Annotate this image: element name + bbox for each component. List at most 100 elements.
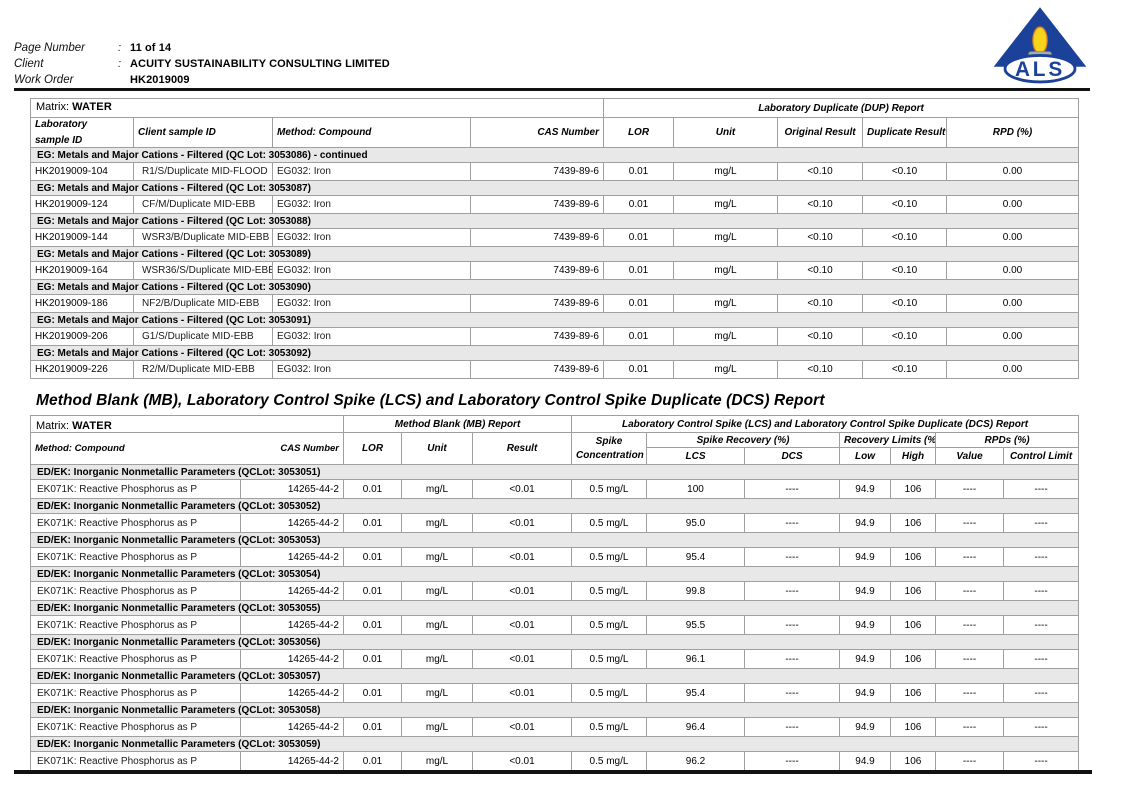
footer-rule: [14, 770, 1092, 774]
dup-data-row: HK2019009-164 WSR36/S/Duplicate MID-EBB …: [30, 261, 1080, 280]
col-group-spike-recovery: Spike Recovery (%): [646, 432, 841, 448]
col-header-lor: LOR: [603, 117, 674, 148]
cell-unit: mg/L: [401, 649, 473, 669]
cell-high: 106: [890, 547, 937, 567]
col-header-control-limit: Control Limit: [1003, 447, 1080, 465]
cell-client-sample-id: CF/M/Duplicate MID-EBB: [133, 195, 273, 214]
dup-data-row: HK2019009-206 G1/S/Duplicate MID-EBB EG0…: [30, 327, 1080, 346]
mb-group-title: ED/EK: Inorganic Nonmetallic Parameters …: [29, 702, 1080, 718]
col-header-spike-concentration: Spike Concentration: [571, 432, 648, 465]
cell-control-limit: ----: [1003, 615, 1080, 635]
cell-spike-concentration: 0.5 mg/L: [571, 683, 648, 703]
cell-lor: 0.01: [343, 615, 402, 635]
cell-method-compound: EG032: Iron: [272, 162, 471, 181]
cell-spike-concentration: 0.5 mg/L: [571, 581, 648, 601]
cell-low: 94.9: [839, 547, 892, 567]
page-number-separator: :: [118, 42, 122, 54]
cell-method-compound: EK071K: Reactive Phosphorus as P: [30, 547, 241, 567]
col-header-method-cas: Method: Compound CAS Number: [30, 432, 344, 465]
mb-data-row: EK071K: Reactive Phosphorus as P 14265-4…: [30, 649, 1080, 669]
cell-unit: mg/L: [401, 717, 473, 737]
cell-rpd: 0.00: [945, 228, 1080, 247]
header-rule: [14, 88, 1090, 91]
cell-method-compound: EK071K: Reactive Phosphorus as P: [30, 683, 241, 703]
cell-unit: mg/L: [673, 162, 778, 181]
cell-cas-number: 7439-89-6: [470, 294, 604, 313]
dup-header-spacer: [30, 98, 604, 118]
cell-high: 106: [890, 683, 937, 703]
cell-low: 94.9: [839, 581, 892, 601]
cell-lcs: 99.8: [646, 581, 746, 601]
cell-cas-number: 7439-89-6: [470, 327, 604, 346]
cell-control-limit: ----: [1003, 683, 1080, 703]
cell-result: <0.01: [471, 649, 573, 669]
mb-group-title: ED/EK: Inorganic Nonmetallic Parameters …: [29, 566, 1080, 582]
cell-low: 94.9: [839, 479, 892, 499]
cell-lcs: 96.1: [646, 649, 746, 669]
cell-lor: 0.01: [343, 479, 402, 499]
cell-cas-number: 14265-44-2: [240, 581, 344, 601]
cell-spike-concentration: 0.5 mg/L: [571, 649, 648, 669]
col-header-lab-sample-id: Laboratory sample ID: [30, 117, 134, 148]
cell-method-compound: EG032: Iron: [272, 261, 471, 280]
cell-rpd: 0.00: [945, 327, 1080, 346]
cell-lor: 0.01: [343, 683, 402, 703]
cell-high: 106: [890, 717, 937, 737]
client-separator: :: [118, 58, 122, 70]
cell-control-limit: ----: [1003, 649, 1080, 669]
cell-control-limit: ----: [1003, 751, 1080, 771]
dup-group-title: EG: Metals and Major Cations - Filtered …: [29, 279, 1080, 295]
cell-lor: 0.01: [343, 717, 402, 737]
col-header-original-result: Original Result: [777, 117, 863, 148]
mb-box-title: Method Blank (MB) Report: [342, 415, 573, 433]
als-logo-ellipse-outline: [1003, 54, 1077, 84]
cell-unit: mg/L: [401, 683, 473, 703]
als-logo-graphic: ALS: [993, 7, 1087, 84]
col-header-result: Result: [471, 432, 573, 465]
work-order-row: Work Order HK2019009: [14, 70, 714, 86]
col-header-spike-line2: Concentration: [576, 449, 644, 461]
cell-method-compound: EK071K: Reactive Phosphorus as P: [30, 479, 241, 499]
cell-original-result: <0.10: [777, 162, 863, 181]
cell-duplicate-result: <0.10: [862, 228, 947, 247]
cell-client-sample-id: WSR3/B/Duplicate MID-EBB: [133, 228, 273, 247]
cell-lor: 0.01: [603, 294, 674, 313]
cell-cas-number: 14265-44-2: [240, 683, 344, 703]
cell-control-limit: ----: [1003, 513, 1080, 533]
mb-data-row: EK071K: Reactive Phosphorus as P 14265-4…: [30, 615, 1080, 635]
dup-group-title: EG: Metals and Major Cations - Filtered …: [29, 246, 1080, 262]
cell-dcs: ----: [744, 649, 841, 669]
col-header-unit: Unit: [673, 117, 778, 148]
col-header-cas-number: CAS Number: [470, 117, 604, 148]
cell-rpd: 0.00: [945, 195, 1080, 214]
cell-value: ----: [935, 649, 1005, 669]
cell-spike-concentration: 0.5 mg/L: [571, 751, 648, 771]
cell-lcs: 100: [646, 479, 746, 499]
mb-table-wrap: Method Blank (MB) Report Laboratory Cont…: [29, 415, 1080, 771]
cell-original-result: <0.10: [777, 327, 863, 346]
cell-cas-number: 7439-89-6: [470, 228, 604, 247]
dup-group-title: EG: Metals and Major Cations - Filtered …: [29, 345, 1080, 361]
cell-lcs: 96.4: [646, 717, 746, 737]
client-value: ACUITY SUSTAINABILITY CONSULTING LIMITED: [130, 58, 390, 70]
cell-duplicate-result: <0.10: [862, 261, 947, 280]
cell-lcs: 95.5: [646, 615, 746, 635]
page-header: Page Number : 11 of 14 Client : ACUITY S…: [14, 38, 714, 86]
cell-lcs: 95.4: [646, 547, 746, 567]
cell-cas-number: 7439-89-6: [470, 261, 604, 280]
cell-value: ----: [935, 683, 1005, 703]
col-header-lcs: LCS: [646, 447, 746, 465]
dup-box-title: Laboratory Duplicate (DUP) Report: [602, 98, 1080, 118]
cell-lor: 0.01: [603, 162, 674, 181]
cell-method-compound: EK071K: Reactive Phosphorus as P: [30, 717, 241, 737]
client-label: Client: [14, 58, 44, 70]
cell-lor: 0.01: [603, 360, 674, 379]
cell-lor: 0.01: [343, 513, 402, 533]
cell-cas-number: 7439-89-6: [470, 360, 604, 379]
cell-unit: mg/L: [673, 294, 778, 313]
cell-rpd: 0.00: [945, 261, 1080, 280]
cell-unit: mg/L: [673, 360, 778, 379]
col-header-lor: LOR: [343, 432, 402, 465]
col-header-lab-line1: Laboratory: [35, 119, 88, 130]
page-number-label: Page Number: [14, 42, 85, 54]
